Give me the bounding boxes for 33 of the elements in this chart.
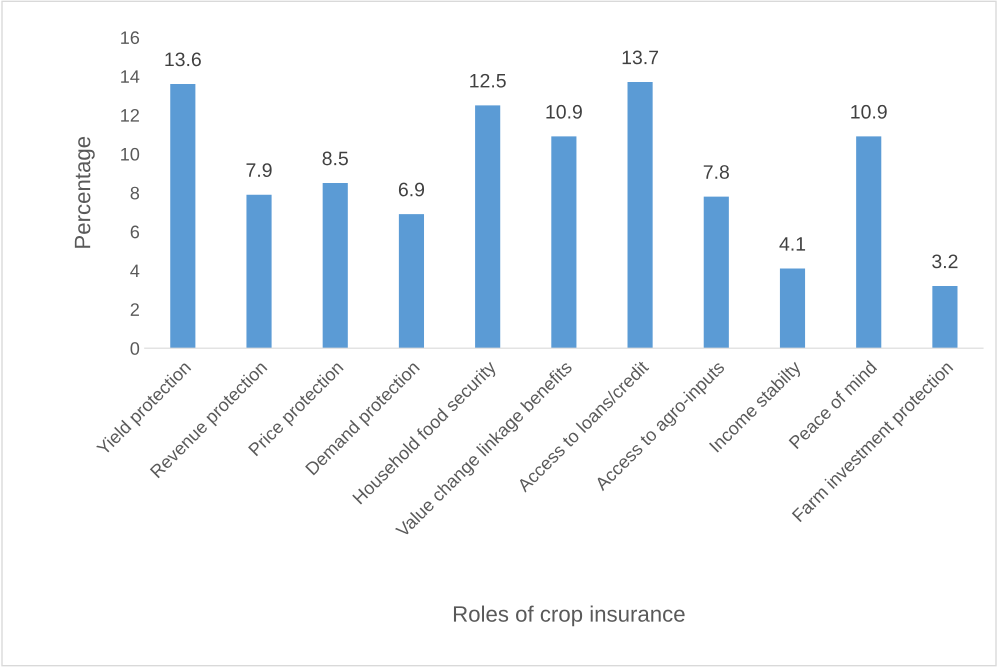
data-label: 7.9 — [246, 163, 272, 177]
bar — [322, 183, 348, 348]
data-label: 12.5 — [470, 74, 506, 88]
bar — [932, 286, 958, 348]
data-label: 13.6 — [165, 52, 201, 66]
data-label: 3.2 — [932, 254, 958, 268]
data-label: 6.9 — [398, 182, 424, 196]
y-tick-label: 14 — [121, 70, 140, 83]
data-label: 10.9 — [546, 104, 582, 119]
bar — [856, 136, 882, 348]
y-tick-label: 4 — [130, 264, 140, 278]
y-tick-label: 0 — [130, 342, 140, 355]
bar — [398, 214, 424, 348]
y-tick-label: 6 — [130, 226, 140, 238]
bar — [246, 194, 272, 348]
data-label: 10.9 — [851, 104, 887, 119]
y-tick-label: 16 — [121, 31, 140, 44]
data-label: 4.1 — [779, 237, 806, 251]
bar — [628, 82, 653, 348]
y-tick-label: 8 — [130, 186, 140, 200]
bar — [170, 84, 196, 348]
data-label: 8.5 — [322, 152, 348, 166]
bar — [704, 196, 729, 348]
y-tick-label: 10 — [121, 148, 140, 161]
x-axis-title: Roles of crop insurance — [454, 606, 685, 626]
y-tick-label: 12 — [121, 108, 139, 122]
bar — [551, 136, 576, 348]
data-label: 7.8 — [704, 165, 729, 179]
y-axis-title: Percentage — [74, 136, 95, 248]
data-label: 13.7 — [622, 50, 658, 64]
bar — [475, 105, 500, 348]
bar — [780, 268, 806, 348]
y-tick-label: 2 — [130, 303, 139, 316]
